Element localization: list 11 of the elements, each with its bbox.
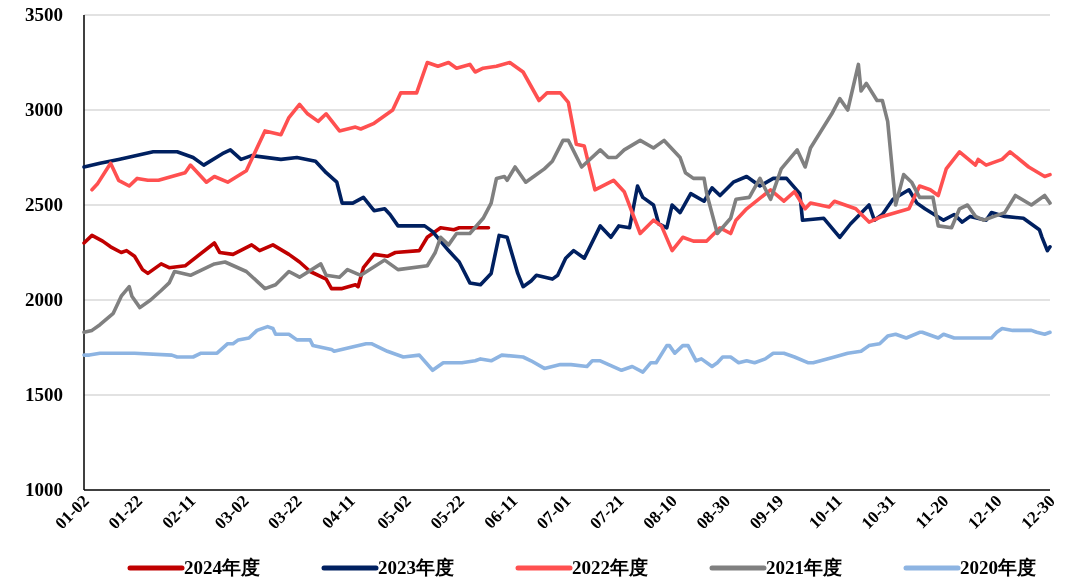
legend-label: 2023年度 [378,557,454,578]
ytick: 1000 [25,479,63,500]
ytick: 2500 [25,194,63,215]
legend-label: 2021年度 [766,557,842,578]
legend-label: 2020年度 [960,557,1036,578]
ytick: 2000 [25,289,63,310]
ytick: 3500 [25,4,63,25]
legend-label: 2022年度 [572,557,648,578]
legend-label: 2024年度 [184,557,260,578]
ytick: 3000 [25,99,63,120]
ytick: 1500 [25,384,63,405]
